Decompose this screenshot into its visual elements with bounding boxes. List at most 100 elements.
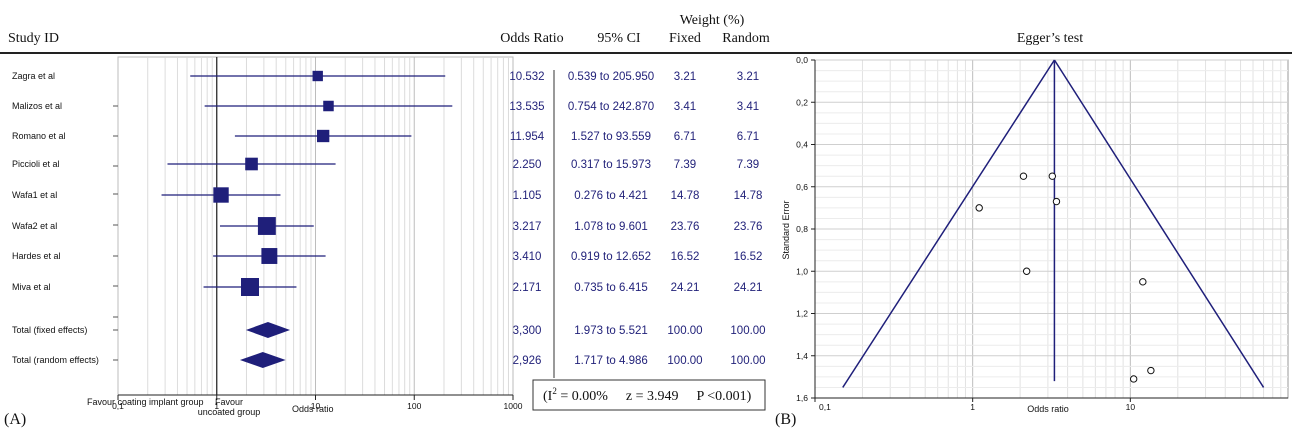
heterogeneity-box [532,379,766,411]
header-95ci: 95% CI [597,31,641,46]
or-value: 13.535 [509,101,544,113]
weight-fixed: 24.21 [671,282,700,294]
ci-value: 0.735 to 6.415 [574,282,648,294]
study-point [975,204,983,212]
egger-y-tick-label: 0,4 [796,140,808,150]
forest-plot: Study ID Odds Ratio 95% CI Weight (%) Fi… [0,13,783,428]
ci-value: 0.754 to 242.870 [568,101,654,113]
study-label: Wafa1 et al [12,190,57,200]
egger-y-tick-label: 0,0 [796,55,808,65]
header-fixed: Fixed [669,31,701,46]
panel-a-label: (A) [4,411,26,428]
weight-random: 24.21 [734,282,763,294]
study-marker [261,248,278,264]
weight-fixed: 16.52 [671,251,700,263]
study-label: Hardes et al [12,251,61,261]
favour-left-label: Favour coating implant group [87,397,204,407]
or-value: 3,300 [513,325,542,337]
weight-fixed: 14.78 [671,190,700,202]
study-point [1019,172,1028,180]
weight-random: 16.52 [734,251,763,263]
weight-fixed: 6.71 [674,131,696,143]
study-label: Piccioli et al [12,159,60,169]
study-label: Romano et al [12,131,66,141]
heterogeneity-stats: (I2 = 0.00% z = 3.949 P <0.001) [543,386,752,404]
z-value: z = 3.949 [626,389,679,404]
egger-funnel-plot: Egger’s test 0,0 0,2 0,4 0,6 0,8 1,0 1,2 1,4 1,6… [775,31,1292,428]
ci-value: 0.317 to 15.973 [571,159,651,171]
ci-value: 1.078 to 9.601 [574,221,648,233]
weight-fixed: 3.21 [674,71,696,83]
study-marker [323,100,334,112]
study-marker [213,187,229,203]
weight-fixed: 100.00 [667,325,702,337]
ci-value: 0.919 to 12.652 [571,251,651,263]
forest-rows: Zagra et al 10.532 0.539 to 205.950 3.21 3.2… [12,70,766,368]
study-point [1129,375,1138,383]
study-marker [257,217,276,235]
egger-gridlines [814,59,1288,399]
i2-superscript: 2 [552,386,557,396]
header-study-id: Study ID [8,31,59,46]
weight-random: 14.78 [734,190,763,202]
study-label: Wafa2 et al [12,221,57,231]
ci-value: 1.973 to 5.521 [574,325,648,337]
or-value: 2.250 [513,159,542,171]
total-label: Total (fixed effects) [12,325,87,335]
ci-value: 0.539 to 205.950 [568,71,654,83]
header-random: Random [722,31,770,46]
or-value: 3.410 [513,251,542,263]
pooled-diamond [245,322,291,338]
pooled-diamond [239,352,286,368]
forest-x-tick-label: 10 [311,401,321,411]
egger-y-tick-label: 0,8 [796,224,808,234]
or-value: 10.532 [509,71,544,83]
forest-x-tick-label: 0,1 [112,401,124,411]
weight-fixed: 7.39 [674,159,696,171]
study-marker [316,129,330,143]
egger-y-tick-label: 0,6 [796,182,808,192]
favour-right-label-1: Favour [215,397,243,407]
ci-value: 0.276 to 4.421 [574,190,648,202]
weight-random: 100.00 [730,325,765,337]
weight-random: 3.41 [737,101,759,113]
weight-fixed: 23.76 [671,221,700,233]
egger-title: Egger’s test [1017,31,1083,46]
study-label: Malizos et al [12,101,62,111]
i2-value: = 0.00% [557,389,608,404]
egger-marks [842,59,1265,388]
study-point [1147,366,1155,375]
egger-x-label: Odds ratio [1027,404,1069,414]
study-point [1048,172,1057,180]
weight-random: 3.21 [737,71,759,83]
header-odds-ratio: Odds Ratio [500,31,563,46]
ci-value: 1.717 to 4.986 [574,355,648,367]
egger-x-tick-label: 1 [970,402,975,412]
forest-x-tick-label: 100 [407,401,421,411]
study-label: Miva et al [12,282,51,292]
funnel-left-line [842,59,1056,388]
weight-random: 23.76 [734,221,763,233]
or-value: 11.954 [510,131,545,143]
favour-right-label-2: uncoated group [198,407,261,417]
egger-y-tick-label: 0,2 [796,97,808,107]
header-weight: Weight (%) [680,13,745,28]
forest-x-tick-label: 1000 [504,401,523,411]
study-point [1139,278,1147,286]
egger-y-tick-label: 1,2 [796,309,808,319]
weight-random: 6.71 [737,131,759,143]
panel-b-label: (B) [775,411,796,428]
weight-random: 100.00 [730,355,765,367]
funnel-right-line [1053,59,1265,388]
weight-fixed: 100.00 [667,355,702,367]
study-point [1052,197,1061,206]
or-value: 2,926 [513,355,542,367]
egger-x-tick-label: 0,1 [819,402,831,412]
or-value: 3.217 [513,221,542,233]
study-label: Zagra et al [12,71,55,81]
study-marker [245,157,258,171]
study-marker [240,278,259,296]
egger-y-label: Standard Error [781,200,791,259]
ci-value: 1.527 to 93.559 [571,131,651,143]
